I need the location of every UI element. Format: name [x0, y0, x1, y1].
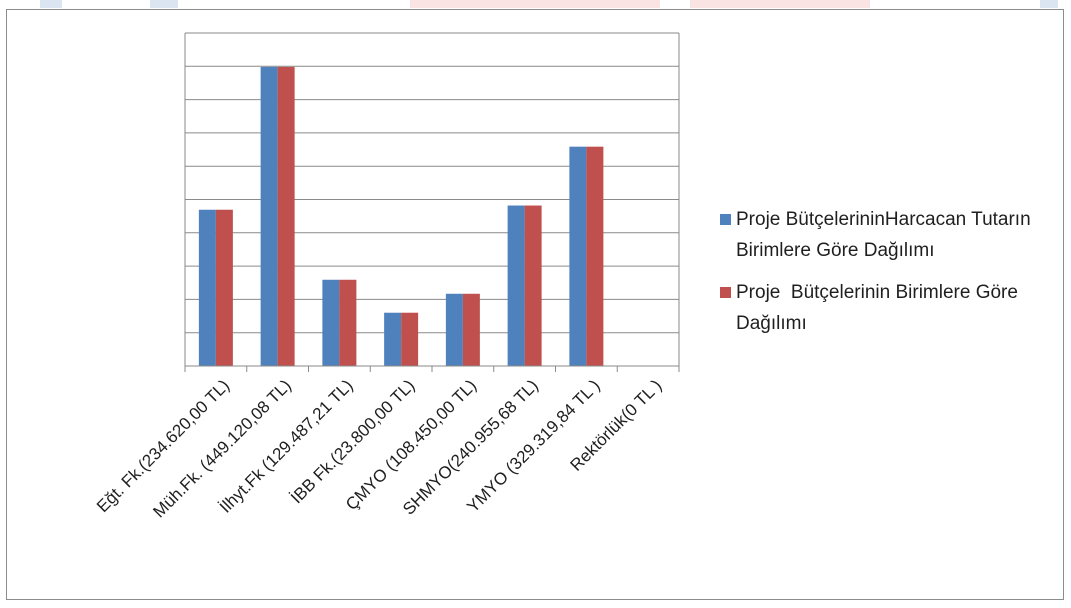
- bar-1-2: [322, 279, 340, 366]
- bar-1-1: [260, 66, 278, 367]
- bar-2-3: [401, 312, 419, 366]
- bar-2-2: [339, 279, 357, 366]
- bar-2-4: [462, 293, 480, 366]
- bar-2-1: [277, 66, 295, 367]
- legend-label-series-2: Proje Bütçelerinin Birimlere Göre Dağılı…: [736, 282, 1024, 334]
- bar-2-6: [586, 146, 604, 366]
- legend-swatch-series-1: [720, 214, 731, 225]
- bar-1-6: [569, 146, 587, 366]
- bar-1-3: [384, 312, 402, 366]
- bar-1-5: [507, 205, 525, 366]
- chart-legend: Proje BütçelerininHarcacan Tutarın Birim…: [720, 204, 1060, 350]
- axes: [184, 33, 680, 372]
- legend-item-series-2: Proje Bütçelerinin Birimlere Göre Dağılı…: [720, 277, 1060, 339]
- category-label: İBB Fk.(23.800,00 TL): [287, 376, 418, 507]
- legend-item-series-1: Proje BütçelerininHarcacan Tutarın Birim…: [720, 204, 1060, 266]
- category-labels: Eğt. Fk.(234.620,00 TL)Müh.Fk. (449.120,…: [93, 376, 665, 522]
- bar-1-4: [445, 293, 463, 366]
- bars: [198, 66, 604, 367]
- bar-2-5: [524, 205, 542, 366]
- legend-swatch-series-2: [720, 287, 731, 298]
- gridlines: [185, 32, 679, 334]
- bar-2-0: [215, 209, 233, 366]
- bar-1-0: [198, 209, 216, 366]
- legend-label-series-1: Proje BütçelerininHarcacan Tutarın Birim…: [736, 209, 1036, 261]
- top-decorative-strip: [0, 0, 1071, 8]
